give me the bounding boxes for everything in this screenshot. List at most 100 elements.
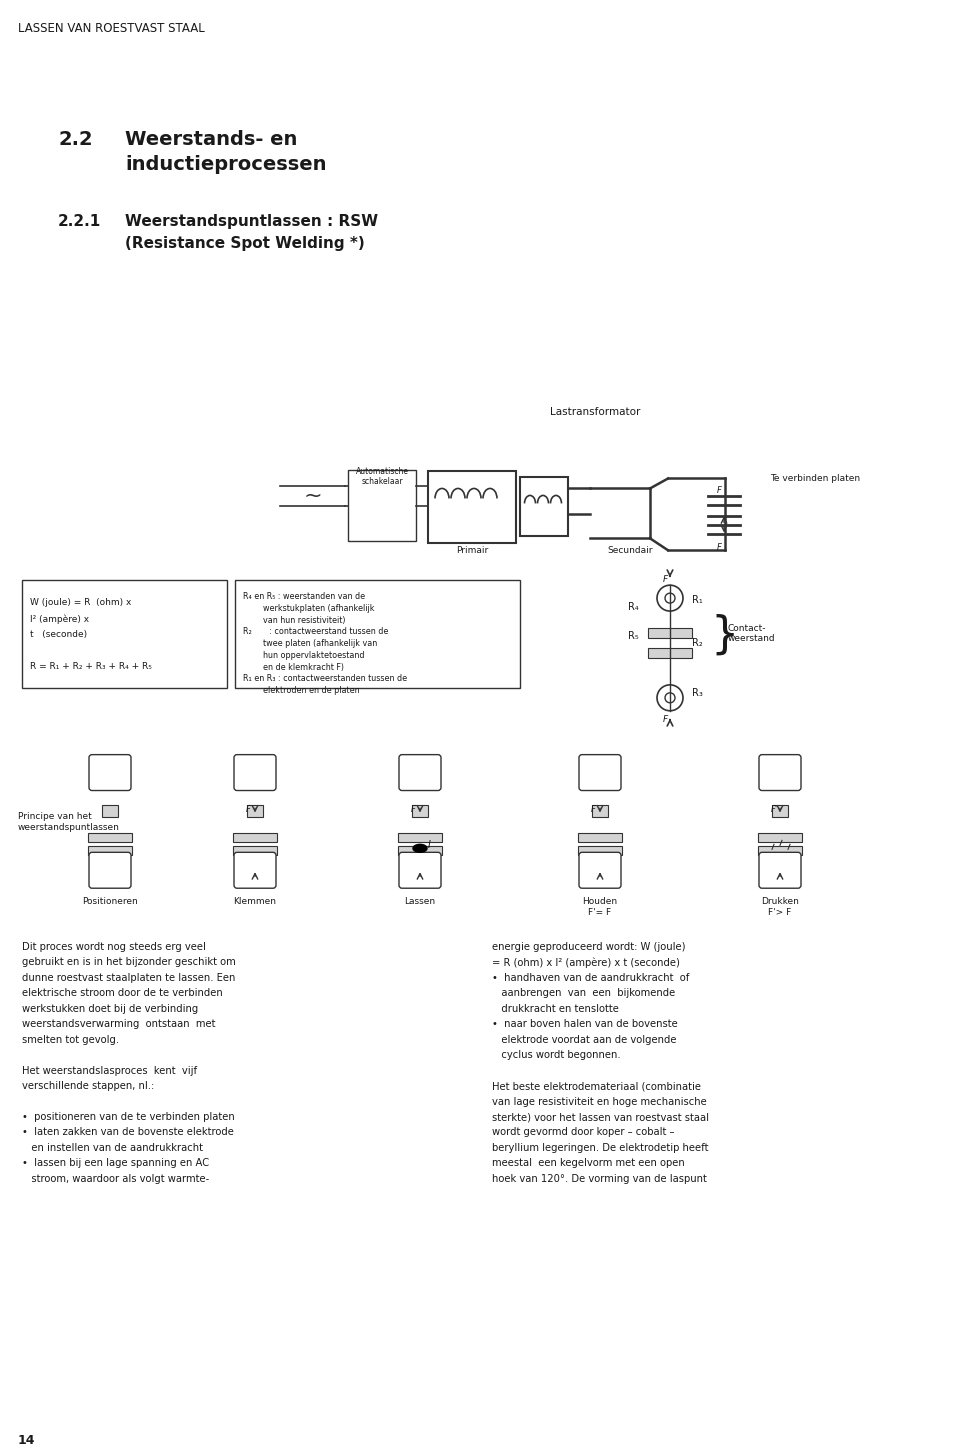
Text: 2.2: 2.2 [58, 129, 92, 149]
Text: Drukken
F'> F: Drukken F'> F [761, 897, 799, 917]
Text: t   (seconde): t (seconde) [30, 630, 87, 639]
Text: dunne roestvast staalplaten te lassen. Een: dunne roestvast staalplaten te lassen. E… [22, 972, 235, 982]
Text: R₅: R₅ [628, 630, 638, 640]
Text: Het weerstandslasproces  kent  vijf: Het weerstandslasproces kent vijf [22, 1065, 197, 1075]
Text: Klemmen: Klemmen [233, 897, 276, 906]
Text: hun oppervlaktetoestand: hun oppervlaktetoestand [243, 651, 365, 659]
Bar [592, 855, 608, 868]
FancyBboxPatch shape [89, 755, 131, 791]
Text: van hun resistiviteit): van hun resistiviteit) [243, 616, 346, 625]
Bar [412, 806, 428, 817]
FancyBboxPatch shape [759, 852, 801, 888]
Text: Lassen: Lassen [404, 897, 436, 906]
Text: •  naar boven halen van de bovenste: • naar boven halen van de bovenste [492, 1019, 678, 1029]
Bar [578, 833, 622, 842]
Text: Weerstandspuntlassen : RSW: Weerstandspuntlassen : RSW [125, 214, 378, 229]
FancyBboxPatch shape [759, 755, 801, 791]
Text: Principe van het
weerstandspuntlassen: Principe van het weerstandspuntlassen [18, 813, 120, 832]
Text: elektroden en de platen: elektroden en de platen [243, 687, 360, 696]
FancyBboxPatch shape [579, 852, 621, 888]
Text: F': F' [771, 806, 779, 814]
Text: F: F [591, 806, 596, 814]
Bar [235, 580, 520, 688]
Text: werkstukken doet bij de verbinding: werkstukken doet bij de verbinding [22, 1004, 199, 1014]
Text: wordt gevormd door koper – cobalt –: wordt gevormd door koper – cobalt – [492, 1127, 675, 1137]
Circle shape [657, 585, 683, 611]
Text: I: I [428, 840, 431, 851]
Text: R₁: R₁ [692, 596, 703, 606]
Text: 2.2.1: 2.2.1 [58, 214, 101, 229]
Bar [648, 627, 692, 638]
Text: •  handhaven van de aandrukkracht  of: • handhaven van de aandrukkracht of [492, 972, 689, 982]
Text: R₁ en R₃ : contactweerstanden tussen de: R₁ en R₃ : contactweerstanden tussen de [243, 674, 407, 684]
Text: hoek van 120°. De vorming van de laspunt: hoek van 120°. De vorming van de laspunt [492, 1174, 707, 1184]
FancyBboxPatch shape [399, 755, 441, 791]
Text: weerstandsverwarming  ontstaan  met: weerstandsverwarming ontstaan met [22, 1019, 215, 1029]
Bar [398, 833, 442, 842]
Text: R₂: R₂ [692, 638, 703, 648]
Circle shape [657, 685, 683, 711]
Text: Primair: Primair [456, 546, 488, 555]
Bar [772, 806, 788, 817]
Text: energie geproduceerd wordt: W (joule): energie geproduceerd wordt: W (joule) [492, 942, 685, 952]
Text: sterkte) voor het lassen van roestvast staal: sterkte) voor het lassen van roestvast s… [492, 1111, 709, 1122]
Text: (Resistance Spot Welding *): (Resistance Spot Welding *) [125, 236, 365, 251]
Text: R = R₁ + R₂ + R₃ + R₄ + R₅: R = R₁ + R₂ + R₃ + R₄ + R₅ [30, 662, 152, 671]
Text: elektrode voordat aan de volgende: elektrode voordat aan de volgende [492, 1035, 677, 1045]
Text: R₄ en R₅ : weerstanden van de: R₄ en R₅ : weerstanden van de [243, 593, 365, 601]
Text: Automatische
schakelaar: Automatische schakelaar [355, 467, 409, 487]
Text: = R (ohm) x I² (ampère) x t (seconde): = R (ohm) x I² (ampère) x t (seconde) [492, 958, 680, 968]
Bar [648, 648, 692, 658]
Text: F: F [717, 487, 722, 496]
Text: F: F [663, 714, 668, 723]
Text: Positioneren: Positioneren [83, 897, 138, 906]
Text: F: F [411, 806, 416, 814]
Text: Lastransformator: Lastransformator [550, 407, 640, 417]
Text: beryllium legeringen. De elektrodetip heeft: beryllium legeringen. De elektrodetip he… [492, 1143, 708, 1153]
Bar [592, 806, 608, 817]
Bar [233, 833, 277, 842]
Text: Contact-
weerstand: Contact- weerstand [728, 625, 776, 643]
Text: ~: ~ [303, 485, 323, 506]
Bar [758, 833, 802, 842]
Ellipse shape [413, 845, 427, 852]
FancyBboxPatch shape [399, 852, 441, 888]
Text: Weerstands- en: Weerstands- en [125, 129, 298, 149]
Text: W (joule) = R  (ohm) x: W (joule) = R (ohm) x [30, 598, 132, 607]
Text: drukkracht en tenslotte: drukkracht en tenslotte [492, 1004, 619, 1014]
Text: smelten tot gevolg.: smelten tot gevolg. [22, 1035, 119, 1045]
Circle shape [665, 593, 675, 603]
Bar [88, 846, 132, 855]
Text: •  lassen bij een lage spanning en AC: • lassen bij een lage spanning en AC [22, 1158, 209, 1168]
Bar [578, 846, 622, 855]
FancyBboxPatch shape [579, 755, 621, 791]
Text: verschillende stappen, nl.:: verschillende stappen, nl.: [22, 1081, 155, 1091]
Text: Dit proces wordt nog steeds erg veel: Dit proces wordt nog steeds erg veel [22, 942, 205, 952]
Bar [247, 806, 263, 817]
Text: van lage resistiviteit en hoge mechanische: van lage resistiviteit en hoge mechanisc… [492, 1097, 707, 1107]
Text: Secundair: Secundair [608, 546, 653, 555]
Text: twee platen (afhankelijk van: twee platen (afhankelijk van [243, 639, 377, 648]
Text: werkstukplaten (afhankelijk: werkstukplaten (afhankelijk [243, 604, 374, 613]
Text: R₄: R₄ [628, 603, 638, 611]
Text: gebruikt en is in het bijzonder geschikt om: gebruikt en is in het bijzonder geschikt… [22, 958, 236, 968]
Text: meestal  een kegelvorm met een open: meestal een kegelvorm met een open [492, 1158, 684, 1168]
Text: }: } [710, 613, 738, 656]
Text: •  positioneren van de te verbinden platen: • positioneren van de te verbinden plate… [22, 1111, 235, 1122]
Bar [247, 855, 263, 868]
Text: cyclus wordt begonnen.: cyclus wordt begonnen. [492, 1051, 620, 1061]
Text: F: F [663, 575, 668, 584]
Bar [398, 846, 442, 855]
Text: F: F [717, 543, 722, 552]
Text: LASSEN VAN ROESTVAST STAAL: LASSEN VAN ROESTVAST STAAL [18, 22, 204, 35]
Circle shape [665, 693, 675, 703]
Text: R₃: R₃ [692, 688, 703, 698]
Bar [88, 833, 132, 842]
Bar [233, 846, 277, 855]
Bar [772, 855, 788, 868]
FancyBboxPatch shape [89, 852, 131, 888]
Bar [520, 477, 568, 536]
Bar [102, 855, 118, 868]
Text: F: F [246, 806, 251, 814]
Text: inductieprocessen: inductieprocessen [125, 155, 326, 174]
